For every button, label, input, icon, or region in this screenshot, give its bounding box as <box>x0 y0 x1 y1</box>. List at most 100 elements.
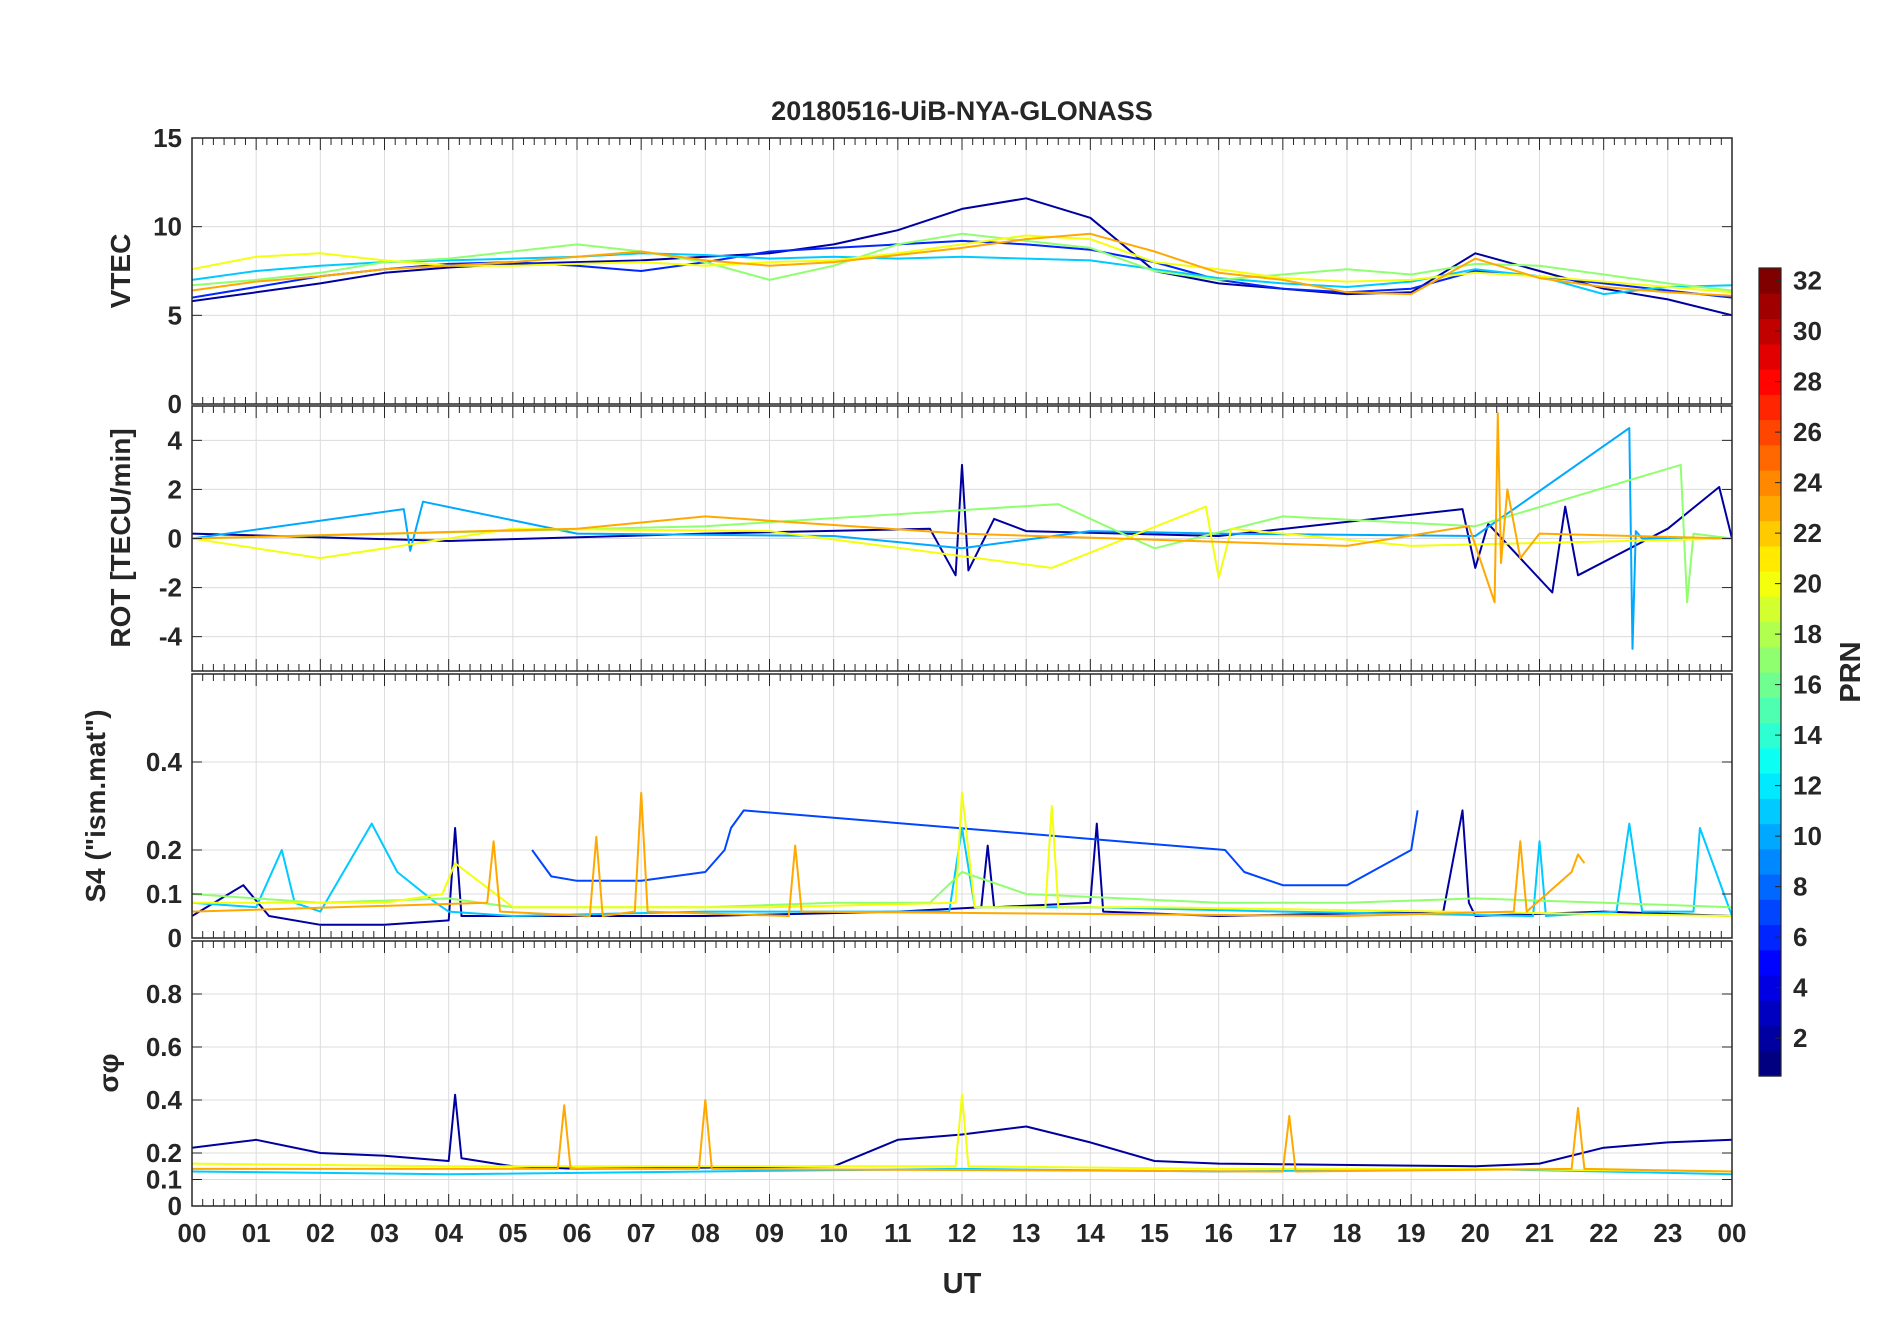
series-line-prn-10 <box>192 427 1732 650</box>
colorbar-tick-label: 18 <box>1793 619 1822 649</box>
series-group <box>192 1093 1732 1176</box>
colorbar-segment <box>1759 646 1781 673</box>
x-tick-label: 08 <box>691 1218 720 1248</box>
y-tick-label: 0 <box>168 389 182 419</box>
series-line-prn-2 <box>192 809 1732 926</box>
x-tick-label: 00 <box>1718 1218 1747 1248</box>
x-tick-label: 02 <box>306 1218 335 1248</box>
plot-frame <box>191 137 1733 405</box>
colorbar-tick-label: 22 <box>1793 518 1822 548</box>
panel-s4: 0 0.1 0.2 0.4 S4 ("ism.mat") <box>80 673 1733 953</box>
series-group <box>192 791 1732 926</box>
colorbar-tick-label: 6 <box>1793 922 1807 952</box>
colorbar-tick-label: 32 <box>1793 266 1822 296</box>
colorbar-segment <box>1759 520 1781 547</box>
series-line-prn-20 <box>192 791 1732 917</box>
y-axis-label: σφ <box>93 1053 124 1092</box>
x-tick-label: 19 <box>1397 1218 1426 1248</box>
y-tick-label: 2 <box>168 474 182 504</box>
y-axis-label: S4 ("ism.mat") <box>80 709 111 902</box>
x-tick-label: 14 <box>1076 1218 1105 1248</box>
series-line-prn-2 <box>192 197 1732 317</box>
colorbar-segment <box>1759 848 1781 875</box>
x-tick-label: 10 <box>819 1218 848 1248</box>
plot-frame <box>191 673 1733 939</box>
colorbar-segment <box>1759 1050 1781 1077</box>
colorbar-segment <box>1759 545 1781 572</box>
colorbar-segment <box>1759 1025 1781 1052</box>
series-line-prn-7 <box>531 809 1419 887</box>
colorbar-tick-label: 10 <box>1793 821 1822 851</box>
y-tick-label: 0.2 <box>146 835 182 865</box>
x-tick-label: 03 <box>370 1218 399 1248</box>
series-line-prn-23 <box>192 791 1586 917</box>
y-tick-label: 0.1 <box>146 879 182 909</box>
y-tick-label: 0.4 <box>146 1085 183 1115</box>
panel-rot: -4 -2 0 2 4 ROT [TECU/min] <box>105 405 1733 672</box>
x-tick-label: 05 <box>498 1218 527 1248</box>
colorbar-segment <box>1759 293 1781 320</box>
y-axis-label: ROT [TECU/min] <box>105 428 136 647</box>
x-tick-label: 15 <box>1140 1218 1169 1248</box>
y-tick-label: 4 <box>168 425 183 455</box>
x-tick-label: 04 <box>434 1218 463 1248</box>
y-tick-label: 5 <box>168 300 182 330</box>
plot-frame <box>191 940 1733 1207</box>
colorbar-frame <box>1758 267 1782 1077</box>
series-line-prn-11 <box>192 252 1732 296</box>
colorbar-tick-label: 14 <box>1793 720 1822 750</box>
colorbar-segment <box>1759 899 1781 926</box>
figure-title: 20180516-UiB-NYA-GLONASS <box>771 96 1153 126</box>
colorbar-segment <box>1759 318 1781 345</box>
colorbar-segment <box>1759 949 1781 976</box>
y-tick-label: -4 <box>159 622 183 652</box>
x-tick-label: 01 <box>242 1218 271 1248</box>
y-tick-label: 0 <box>168 524 182 554</box>
x-tick-label: 12 <box>948 1218 977 1248</box>
panel-sigma_phi: 00.10.2 0.4 0.6 0.8 σφ <box>93 940 1733 1221</box>
colorbar-segment <box>1759 874 1781 900</box>
x-tick-label: 00 <box>178 1218 207 1248</box>
x-tick-label: 17 <box>1268 1218 1297 1248</box>
colorbar-segment <box>1759 773 1781 799</box>
y-tick-label: 0.1 <box>146 1165 182 1195</box>
colorbar-tick-label: 28 <box>1793 367 1822 397</box>
series-group <box>192 197 1732 317</box>
colorbar-segment <box>1759 722 1781 749</box>
series-line-prn-20 <box>192 1093 1732 1173</box>
series-line-prn-20 <box>192 505 1732 579</box>
colorbar-tick-label: 26 <box>1793 417 1822 447</box>
series-group <box>192 412 1732 650</box>
colorbar-tick-label: 4 <box>1793 973 1808 1003</box>
x-tick-label: 22 <box>1589 1218 1618 1248</box>
plot-frame <box>191 405 1733 672</box>
x-tick-label: 20 <box>1461 1218 1490 1248</box>
x-tick-label: 06 <box>563 1218 592 1248</box>
series-line-prn-17 <box>192 871 1732 909</box>
panel-vtec: 0 5 10 15 VTEC <box>105 123 1733 419</box>
series-line-prn-17 <box>192 463 1732 604</box>
y-tick-label: 0.6 <box>146 1032 182 1062</box>
colorbar-tick-label: 12 <box>1793 771 1822 801</box>
x-tick-label: 11 <box>884 1218 912 1248</box>
colorbar-segment <box>1759 419 1781 446</box>
colorbar-segment <box>1759 924 1781 951</box>
x-tick-label: 13 <box>1012 1218 1041 1248</box>
series-line-prn-17 <box>192 232 1732 292</box>
colorbar-segment <box>1759 268 1781 294</box>
colorbar-segment <box>1759 823 1781 850</box>
colorbar-segment <box>1759 672 1781 698</box>
y-tick-label: 10 <box>153 212 182 242</box>
y-tick-label: 0 <box>168 923 182 953</box>
colorbar-segment <box>1759 596 1781 623</box>
series-line-prn-2 <box>192 1093 1732 1170</box>
colorbar-tick-label: 20 <box>1793 569 1822 599</box>
series-line-prn-11 <box>192 822 1732 917</box>
colorbar-segment <box>1759 343 1781 370</box>
x-tick-label: 18 <box>1333 1218 1362 1248</box>
x-tick-label: 09 <box>755 1218 784 1248</box>
y-tick-label: 0.8 <box>146 979 182 1009</box>
x-tick-label: 21 <box>1525 1218 1554 1248</box>
